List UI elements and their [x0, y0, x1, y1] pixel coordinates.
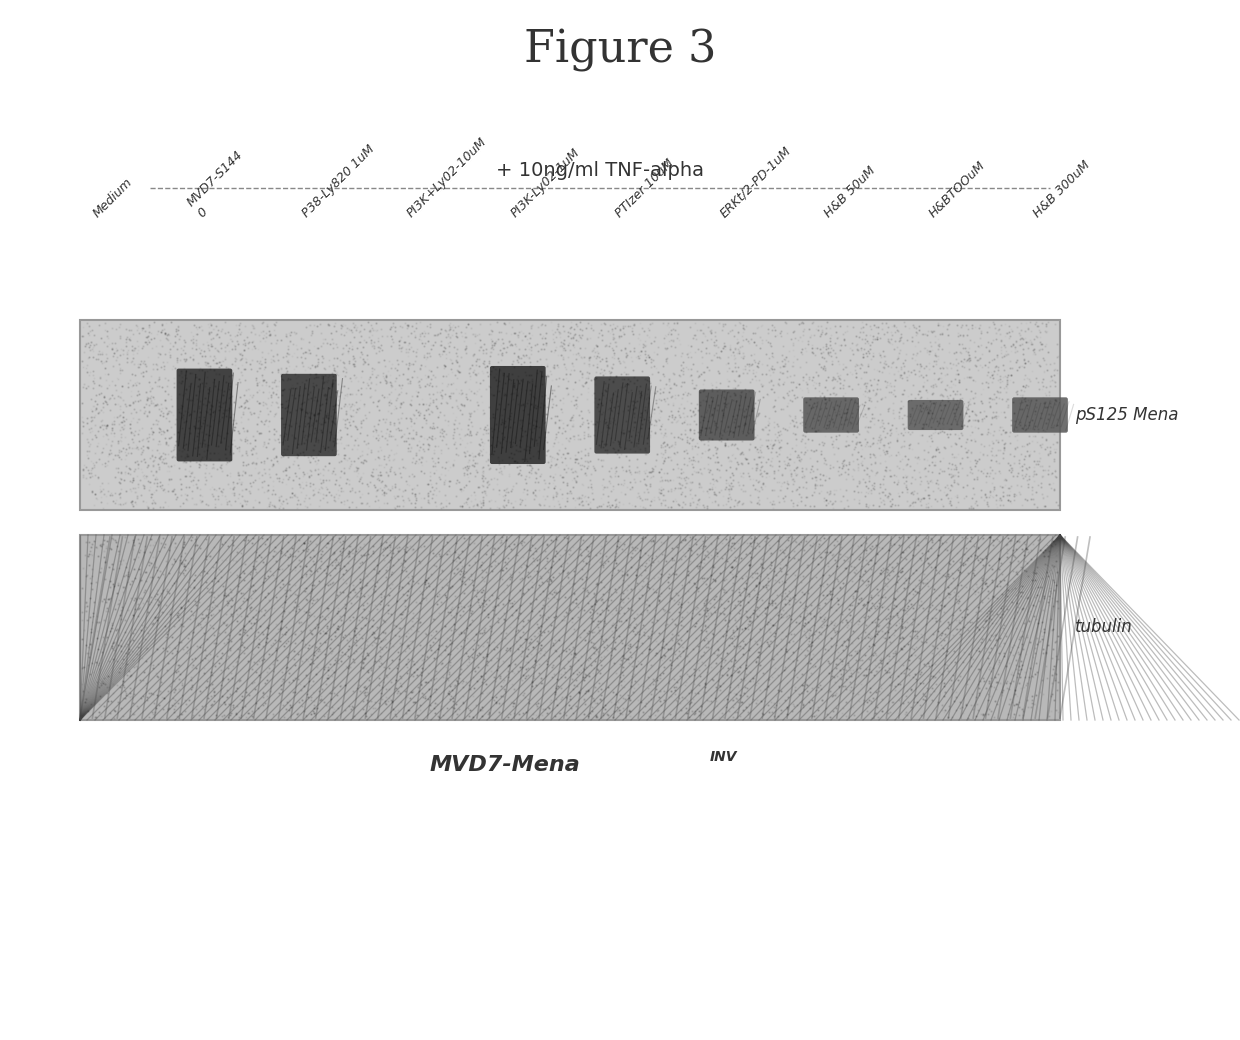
FancyBboxPatch shape [81, 320, 1060, 510]
Text: PTIzer 10uM: PTIzer 10uM [613, 156, 677, 220]
Text: P38-Ly820 1uM: P38-Ly820 1uM [300, 142, 377, 220]
FancyBboxPatch shape [490, 366, 546, 464]
FancyBboxPatch shape [281, 373, 337, 457]
FancyBboxPatch shape [1012, 397, 1068, 433]
FancyBboxPatch shape [594, 376, 650, 453]
FancyBboxPatch shape [804, 397, 859, 433]
Text: H&BTOOuM: H&BTOOuM [926, 159, 988, 220]
FancyBboxPatch shape [81, 535, 1060, 720]
Text: PI3K-Ly02-1uM: PI3K-Ly02-1uM [508, 146, 583, 220]
Text: MVD7-S144
0: MVD7-S144 0 [185, 149, 257, 220]
Text: H&B 50uM: H&B 50uM [822, 164, 878, 220]
Text: pS125 Mena: pS125 Mena [1075, 406, 1178, 424]
Text: PI3K+Ly02-10uM: PI3K+Ly02-10uM [404, 135, 489, 220]
Text: INV: INV [711, 750, 738, 764]
Text: Medium: Medium [91, 176, 135, 220]
Text: + 10ng/ml TNF-alpha: + 10ng/ml TNF-alpha [496, 160, 704, 180]
Text: ERKt/2-PD-1uM: ERKt/2-PD-1uM [718, 144, 794, 220]
FancyBboxPatch shape [699, 390, 754, 441]
FancyBboxPatch shape [908, 400, 963, 431]
Text: H&B 300uM: H&B 300uM [1030, 158, 1092, 220]
Text: MVD7-Mena: MVD7-Mena [430, 755, 580, 775]
Text: Figure 3: Figure 3 [523, 28, 717, 72]
Text: tubulin: tubulin [1075, 619, 1133, 636]
FancyBboxPatch shape [176, 368, 232, 462]
